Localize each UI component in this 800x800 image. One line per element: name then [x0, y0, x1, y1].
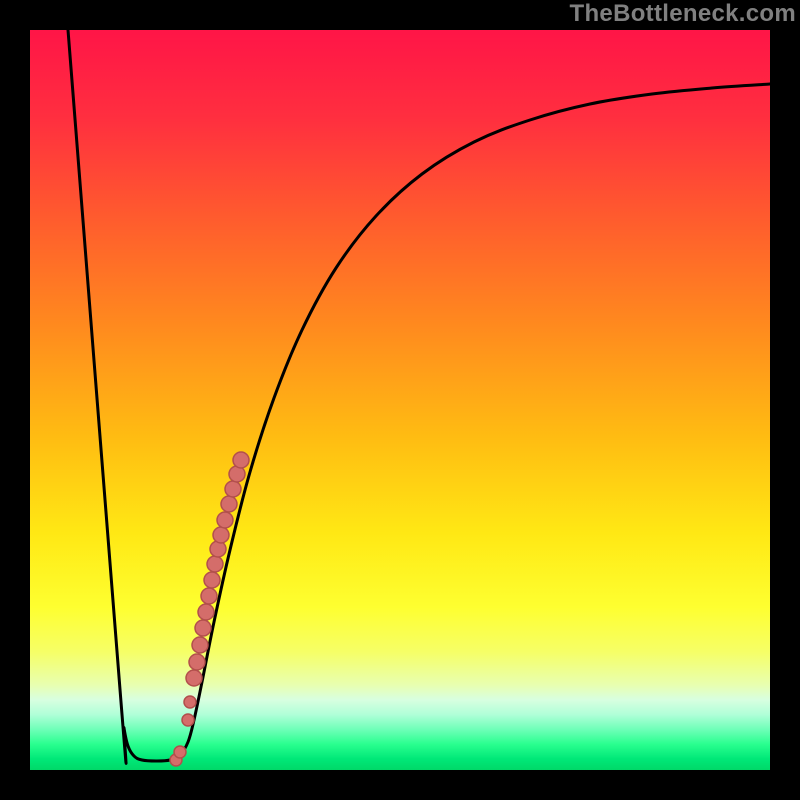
data-marker: [186, 670, 202, 686]
data-marker: [195, 620, 211, 636]
chart-background-gradient: [30, 30, 770, 770]
data-marker: [233, 452, 249, 468]
bottleneck-chart: [0, 0, 800, 800]
data-marker: [192, 637, 208, 653]
data-marker: [221, 496, 237, 512]
data-marker: [174, 746, 186, 758]
data-marker: [204, 572, 220, 588]
data-marker: [217, 512, 233, 528]
data-marker: [184, 696, 196, 708]
data-marker: [207, 556, 223, 572]
data-marker: [225, 481, 241, 497]
data-marker: [213, 527, 229, 543]
data-marker: [198, 604, 214, 620]
chart-container: { "watermark": "TheBottleneck.com", "cha…: [0, 0, 800, 800]
data-marker: [210, 541, 226, 557]
watermark-text: TheBottleneck.com: [570, 0, 796, 28]
data-marker: [201, 588, 217, 604]
data-marker: [189, 654, 205, 670]
data-marker: [182, 714, 194, 726]
